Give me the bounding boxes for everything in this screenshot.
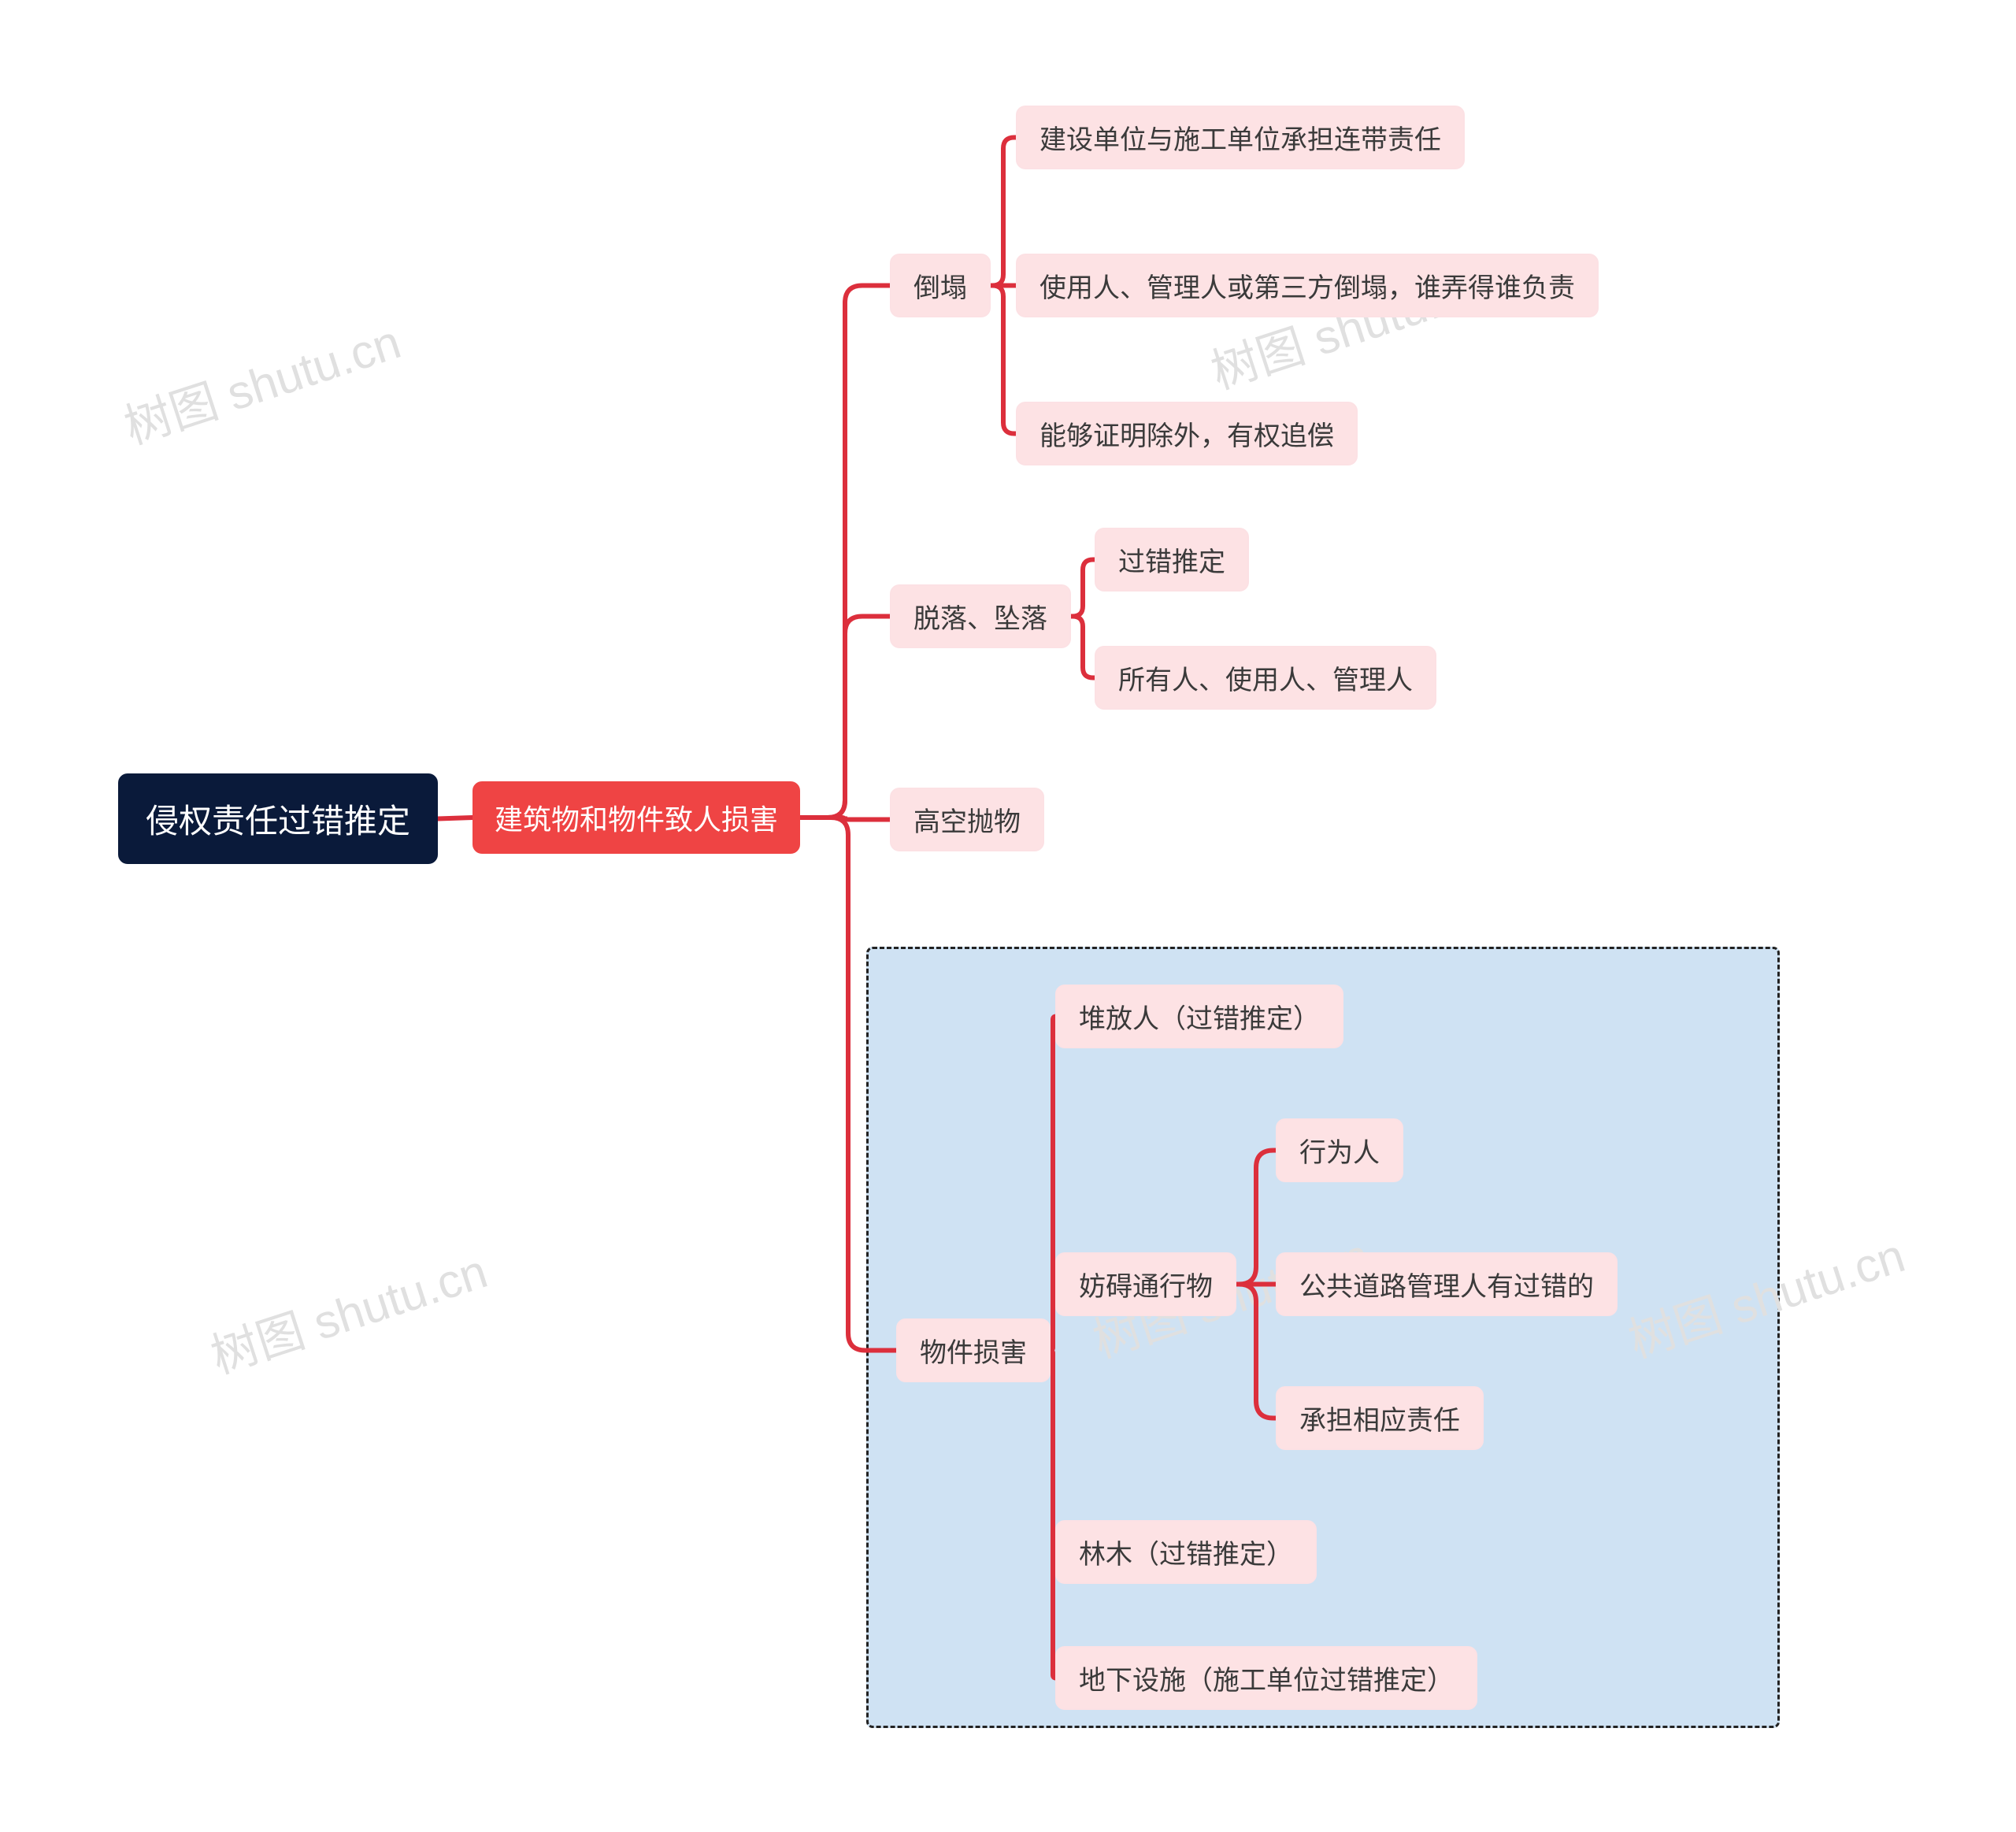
leaf-node[interactable]: 公共道路管理人有过错的 — [1276, 1252, 1618, 1316]
leaf-node[interactable]: 林木（过错推定） — [1055, 1520, 1317, 1584]
leaf-node[interactable]: 地下设施（施工单位过错推定） — [1055, 1646, 1477, 1710]
leaf-node[interactable]: 所有人、使用人、管理人 — [1095, 646, 1436, 710]
leaf-node[interactable]: 妨碍通行物 — [1055, 1252, 1236, 1316]
leaf-node[interactable]: 建设单位与施工单位承担连带责任 — [1016, 106, 1465, 169]
branch-fall[interactable]: 脱落、坠落 — [890, 584, 1071, 648]
leaf-node[interactable]: 承担相应责任 — [1276, 1386, 1484, 1450]
watermark: 树图 shutu.cn — [201, 1233, 495, 1387]
branch-objects[interactable]: 物件损害 — [896, 1318, 1051, 1382]
leaf-node[interactable]: 行为人 — [1276, 1118, 1403, 1182]
branch-collapse[interactable]: 倒塌 — [890, 254, 991, 317]
leaf-node[interactable]: 能够证明除外，有权追偿 — [1016, 402, 1358, 465]
root-node[interactable]: 侵权责任过错推定 — [118, 773, 438, 864]
branch-highthrow[interactable]: 高空抛物 — [890, 788, 1044, 851]
watermark: 树图 shutu.cn — [114, 304, 408, 458]
leaf-node[interactable]: 使用人、管理人或第三方倒塌，谁弄得谁负责 — [1016, 254, 1599, 317]
leaf-node[interactable]: 过错推定 — [1095, 528, 1249, 592]
leaf-node[interactable]: 堆放人（过错推定） — [1055, 985, 1343, 1048]
level1-node[interactable]: 建筑物和物件致人损害 — [472, 781, 800, 854]
